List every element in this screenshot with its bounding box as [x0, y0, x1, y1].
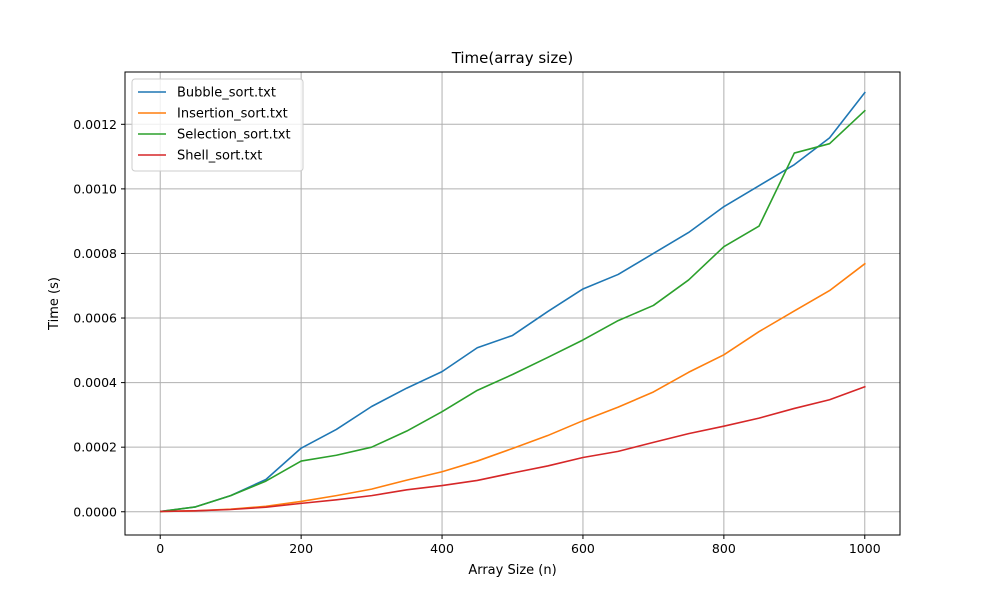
series-line-1	[160, 91, 866, 513]
y-tick-label: 0.0004	[73, 375, 117, 390]
y-tick-label: 0.0012	[73, 117, 117, 132]
series-line-4	[160, 385, 866, 513]
x-tick-label: 0	[156, 541, 164, 556]
legend-box	[131, 78, 304, 172]
x-tick-label: 200	[289, 541, 313, 556]
y-axis-label: Time (s)	[47, 277, 62, 331]
y-tick-label: 0.0010	[73, 181, 117, 196]
legend-entry-label: Selection_sort.txt	[177, 128, 291, 143]
grid	[125, 72, 900, 535]
x-tick-label: 1000	[849, 541, 881, 556]
x-tick-label: 800	[712, 541, 736, 556]
legend: Bubble_sort.txt Insertion_sort.txt Selecti…	[131, 78, 304, 172]
y-tick-label: 0.0008	[73, 246, 117, 261]
x-tick-label: 600	[571, 541, 595, 556]
series-line-2	[160, 262, 866, 513]
x-axis-ticks: 0 200 400 600 800 1000	[156, 535, 881, 556]
legend-entry-label: Shell_sort.txt	[177, 149, 262, 164]
legend-entry-label: Bubble_sort.txt	[177, 86, 276, 101]
plot-frame	[124, 71, 901, 536]
chart-title: Time(array size)	[451, 49, 574, 67]
y-axis-ticks: 0.0000 0.0002 0.0004 0.0006 0.0008 0.0010 0.00…	[73, 117, 125, 519]
y-tick-label: 0.0006	[73, 311, 117, 326]
y-tick-label: 0.0000	[73, 504, 117, 519]
series-lines	[160, 91, 866, 513]
y-tick-label: 0.0002	[73, 440, 117, 455]
x-axis-label: Array Size (n)	[468, 563, 556, 578]
x-tick-label: 400	[430, 541, 454, 556]
legend-entry-label: Insertion_sort.txt	[177, 107, 288, 122]
series-line-3	[160, 109, 866, 513]
